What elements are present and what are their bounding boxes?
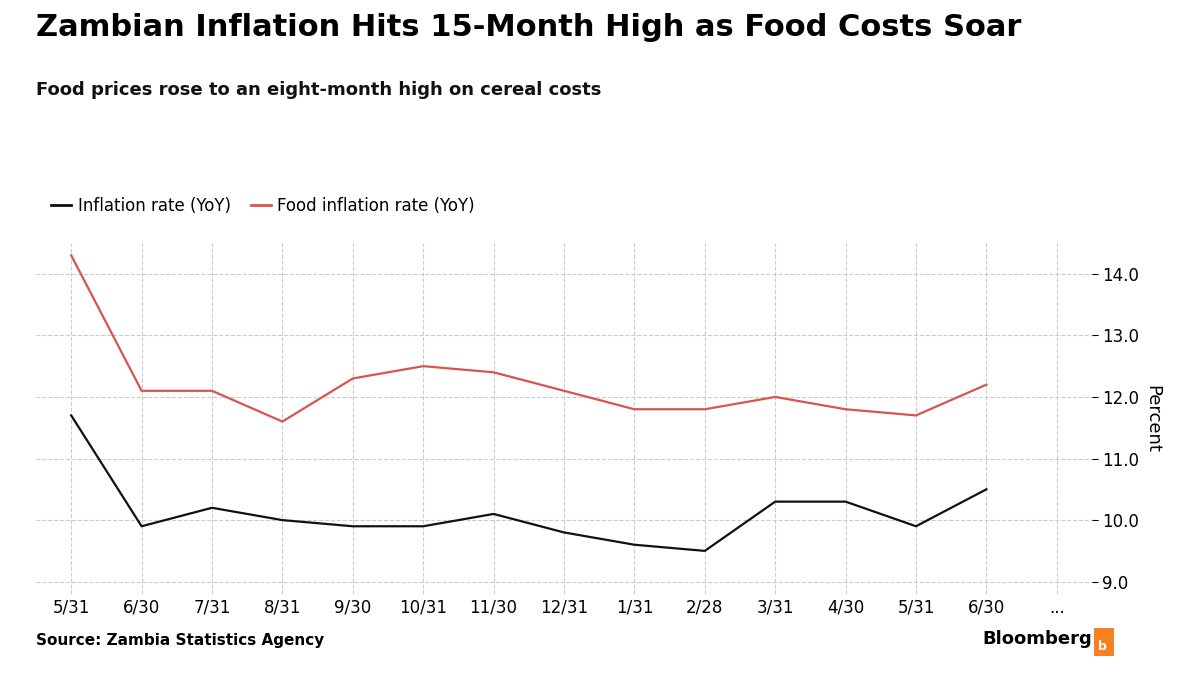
- Y-axis label: Percent: Percent: [1144, 385, 1162, 452]
- Text: Source: Zambia Statistics Agency: Source: Zambia Statistics Agency: [36, 633, 324, 648]
- Text: b: b: [1098, 641, 1106, 653]
- Text: Food prices rose to an eight-month high on cereal costs: Food prices rose to an eight-month high …: [36, 81, 601, 99]
- Legend: Inflation rate (YoY), Food inflation rate (YoY): Inflation rate (YoY), Food inflation rat…: [44, 190, 481, 222]
- Text: Zambian Inflation Hits 15-Month High as Food Costs Soar: Zambian Inflation Hits 15-Month High as …: [36, 14, 1021, 43]
- Text: Bloomberg: Bloomberg: [983, 630, 1092, 648]
